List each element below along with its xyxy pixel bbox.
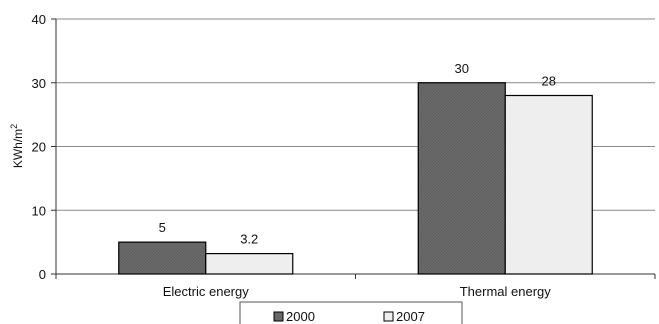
bars [118, 82, 593, 275]
bar-2000-thermal [417, 82, 506, 275]
legend-label-2000: 2000 [286, 309, 315, 324]
legend-swatch-2000 [273, 311, 284, 322]
legend: 2000 2007 [239, 301, 463, 324]
x-category-label: Electric energy [163, 284, 249, 299]
data-label: 5 [159, 220, 166, 235]
bar-2007-thermal [504, 94, 593, 275]
x-category-label: Thermal energy [460, 284, 552, 299]
bar-2007-electric [205, 253, 294, 275]
legend-box [239, 301, 463, 324]
y-tick-label: 30 [32, 76, 46, 91]
y-tick-label: 0 [39, 267, 46, 282]
y-tick-label: 10 [32, 203, 46, 218]
y-axis-label: KWh/m2 [9, 124, 25, 168]
data-label: 28 [542, 74, 556, 89]
axes: 0 10 20 30 40 Electric energy Thermal energy [32, 12, 656, 299]
y-tick-label: 40 [32, 12, 46, 27]
data-label: 3.2 [240, 232, 258, 247]
bar-2000-electric [118, 241, 207, 275]
y-tick-label: 20 [32, 140, 46, 155]
legend-swatch-2007 [383, 311, 394, 322]
data-labels: 5 3.2 30 28 [159, 61, 556, 247]
data-label: 30 [455, 61, 469, 76]
legend-label-2007: 2007 [396, 309, 425, 324]
